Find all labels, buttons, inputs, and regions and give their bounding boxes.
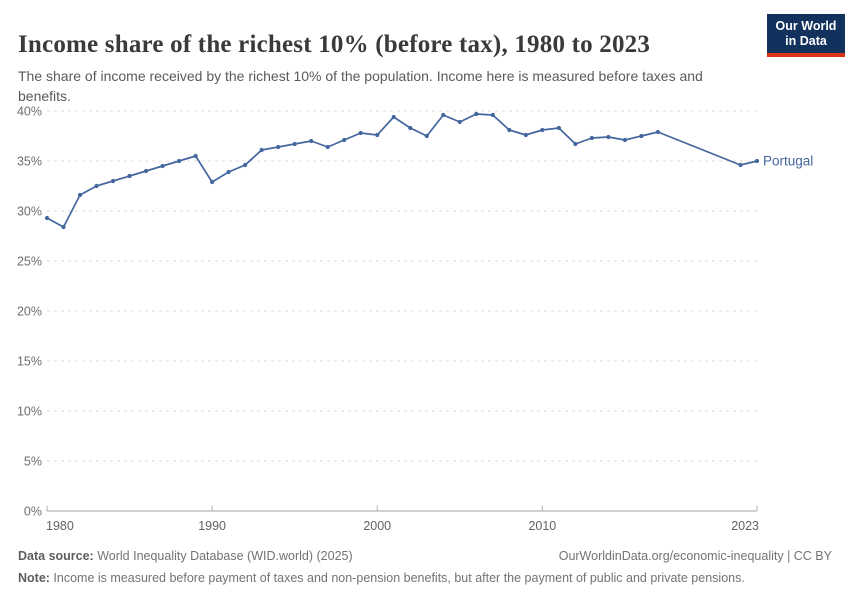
owid-logo-line1: Our World xyxy=(775,19,837,33)
chart-title: Income share of the richest 10% (before … xyxy=(18,30,651,58)
y-tick-label-0: 0% xyxy=(24,505,42,519)
footer-note-line: Note: Income is measured before payment … xyxy=(18,571,832,585)
x-tick-label-2000: 2000 xyxy=(363,519,391,533)
data-point-1983[interactable] xyxy=(94,183,99,189)
y-tick-label-5: 5% xyxy=(24,455,42,469)
y-tick-label-40: 40% xyxy=(17,105,42,119)
x-tick-label-1980: 1980 xyxy=(46,519,74,533)
x-tick-label-2023: 2023 xyxy=(731,519,759,533)
owid-logo[interactable]: Our World in Data xyxy=(767,14,845,57)
x-tick-label-1990: 1990 xyxy=(198,519,226,533)
data-point-2008[interactable] xyxy=(507,127,512,133)
data-point-1994[interactable] xyxy=(276,144,281,150)
x-tick-label-2010: 2010 xyxy=(528,519,556,533)
footer-credit-link[interactable]: OurWorldinData.org/economic-inequality |… xyxy=(558,549,832,563)
data-point-2003[interactable] xyxy=(424,133,429,139)
data-point-2017[interactable] xyxy=(655,129,661,135)
data-point-1987[interactable] xyxy=(160,163,165,169)
y-tick-label-10: 10% xyxy=(17,405,42,419)
data-point-2004[interactable] xyxy=(441,112,446,118)
note-text: Income is measured before payment of tax… xyxy=(49,571,745,585)
owid-logo-line2: in Data xyxy=(785,34,827,48)
data-point-1995[interactable] xyxy=(292,141,297,147)
data-point-1993[interactable] xyxy=(259,147,264,153)
data-point-2006[interactable] xyxy=(474,111,479,117)
data-point-1990[interactable] xyxy=(210,179,215,185)
footer-datasource-line: OurWorldinData.org/economic-inequality |… xyxy=(18,549,832,563)
data-point-2012[interactable] xyxy=(573,141,578,147)
data-point-2022[interactable] xyxy=(738,162,743,168)
data-point-2002[interactable] xyxy=(408,125,413,131)
data-point-1999[interactable] xyxy=(358,130,363,136)
data-point-1986[interactable] xyxy=(143,168,149,174)
data-point-1981[interactable] xyxy=(61,224,66,230)
data-point-2015[interactable] xyxy=(622,137,628,143)
data-point-1984[interactable] xyxy=(110,178,116,184)
y-tick-label-25: 25% xyxy=(17,255,42,269)
y-tick-label-15: 15% xyxy=(17,355,42,369)
data-point-2009[interactable] xyxy=(523,132,528,138)
data-point-1982[interactable] xyxy=(77,192,83,198)
data-point-1992[interactable] xyxy=(243,162,248,168)
chart-subtitle: The share of income received by the rich… xyxy=(18,68,703,104)
series-label-portugal[interactable]: Portugal xyxy=(763,154,813,169)
data-point-1996[interactable] xyxy=(309,138,314,144)
data-point-1998[interactable] xyxy=(342,137,347,143)
data-point-2011[interactable] xyxy=(556,125,561,131)
data-point-2014[interactable] xyxy=(606,134,611,140)
y-tick-label-35: 35% xyxy=(17,155,42,169)
data-point-1989[interactable] xyxy=(193,153,198,159)
datasource-text: World Inequality Database (WID.world) (2… xyxy=(93,549,353,563)
data-point-1991[interactable] xyxy=(226,169,231,175)
data-point-2000[interactable] xyxy=(375,132,380,138)
y-tick-label-30: 30% xyxy=(17,205,42,219)
data-point-2001[interactable] xyxy=(391,114,396,120)
data-point-1997[interactable] xyxy=(325,144,330,150)
data-point-2013[interactable] xyxy=(589,135,594,141)
note-label: Note: xyxy=(18,571,50,585)
data-point-1980[interactable] xyxy=(44,215,50,221)
series-line-portugal[interactable] xyxy=(46,113,758,228)
data-point-1985[interactable] xyxy=(127,173,132,179)
datasource-label: Data source: xyxy=(18,549,94,563)
data-point-2023[interactable] xyxy=(754,158,760,164)
data-point-2007[interactable] xyxy=(490,112,495,118)
y-tick-label-20: 20% xyxy=(17,305,42,319)
data-point-2016[interactable] xyxy=(639,133,644,139)
data-point-1988[interactable] xyxy=(176,158,182,164)
data-point-2005[interactable] xyxy=(457,119,462,125)
data-point-2010[interactable] xyxy=(540,127,545,133)
